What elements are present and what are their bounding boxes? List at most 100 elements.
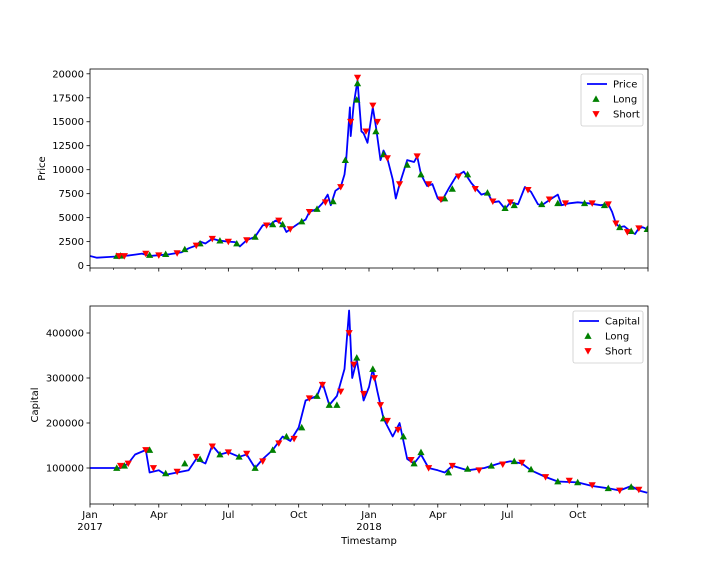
marker-short (407, 457, 415, 464)
marker-short (173, 468, 181, 476)
marker-short (290, 435, 298, 443)
legend-label: Long (605, 332, 629, 343)
legend-swatch-short (584, 348, 592, 355)
marker-short (489, 198, 497, 205)
marker-long (146, 251, 154, 258)
marker-short (259, 458, 267, 465)
marker-long (325, 401, 333, 408)
y-tick-label: 12500 (52, 141, 84, 152)
marker-short (623, 229, 631, 236)
marker-short (318, 381, 326, 389)
marker-long (372, 127, 380, 135)
legend-swatch-short (592, 111, 600, 118)
marker-long (510, 457, 518, 465)
marker-short (437, 196, 445, 204)
marker-long (643, 225, 648, 233)
y-tick-label: 15000 (52, 117, 84, 128)
marker-short (208, 235, 216, 243)
marker-short (524, 186, 532, 194)
marker-long (162, 469, 170, 477)
marker-short (115, 253, 123, 260)
plot-area (90, 74, 648, 260)
legend-label: Price (613, 80, 637, 91)
plot-area (90, 309, 648, 495)
marker-long (353, 96, 361, 103)
marker-long (196, 455, 204, 462)
marker-long (410, 459, 418, 467)
marker-long (510, 201, 518, 209)
x-tick-label: Jan (360, 510, 376, 521)
y-tick-label: 20000 (52, 69, 84, 80)
marker-short (337, 184, 345, 191)
marker-long (162, 250, 170, 257)
x-tick-year-label: 2017 (77, 522, 102, 533)
x-tick-label: Oct (290, 510, 307, 521)
marker-short (275, 217, 283, 225)
y-tick-label: 0 (78, 261, 84, 272)
y-tick-label: 400000 (46, 329, 84, 340)
x-tick-label: Jul (221, 510, 234, 521)
marker-short (142, 447, 150, 454)
marker-short (124, 460, 132, 468)
y-tick-label: 5000 (59, 213, 84, 224)
marker-long (464, 465, 472, 472)
marker-long (216, 237, 224, 244)
marker-short (347, 118, 355, 126)
marker-short (471, 185, 479, 193)
marker-long (181, 245, 189, 253)
marker-short (275, 440, 283, 447)
y-axis-label: Capital (30, 387, 41, 422)
marker-long (120, 462, 128, 469)
marker-long (298, 423, 306, 431)
marker-short (612, 220, 620, 228)
marker-long (464, 170, 472, 178)
marker-short (425, 181, 433, 188)
marker-short (518, 459, 526, 467)
marker-short (224, 238, 232, 246)
marker-short (499, 461, 507, 468)
marker-short (173, 250, 181, 257)
marker-long (574, 478, 582, 486)
legend-label: Short (605, 347, 632, 358)
legend: Price Long Short (580, 73, 644, 127)
marker-long (353, 79, 362, 87)
marker-short (565, 477, 573, 485)
marker-short (224, 449, 232, 456)
marker-long (554, 199, 562, 207)
marker-long (279, 220, 287, 228)
marker-short (192, 453, 200, 461)
marker-long (417, 448, 425, 456)
y-tick-label: 2500 (59, 237, 84, 248)
marker-long (298, 217, 306, 225)
marker-short (394, 426, 402, 434)
legend-label: Long (613, 95, 637, 106)
marker-long (580, 199, 589, 207)
x-tick-label: Jan (81, 510, 97, 521)
marker-short (376, 402, 385, 409)
marker-long (113, 464, 121, 471)
marker-short (116, 462, 125, 470)
marker-long (251, 464, 259, 471)
axes-frame (89, 68, 649, 269)
marker-short (541, 474, 550, 481)
marker-long (353, 354, 361, 361)
marker-short (286, 226, 294, 233)
marker-short (362, 128, 370, 135)
marker-short (262, 222, 271, 229)
marker-short (337, 388, 345, 396)
legend-label: Capital (605, 317, 640, 328)
marker-short (383, 155, 391, 162)
marker-long (313, 392, 321, 399)
y-tick-label: 10000 (52, 165, 84, 176)
marker-short (413, 153, 421, 160)
marker-short (588, 482, 596, 489)
marker-short (561, 200, 570, 207)
marker-short (616, 487, 624, 495)
marker-long (269, 220, 277, 228)
x-tick-label: Oct (569, 510, 586, 521)
series-line-capital (90, 309, 648, 494)
marker-short (120, 253, 128, 260)
marker-short (448, 462, 456, 470)
marker-short (506, 199, 515, 206)
